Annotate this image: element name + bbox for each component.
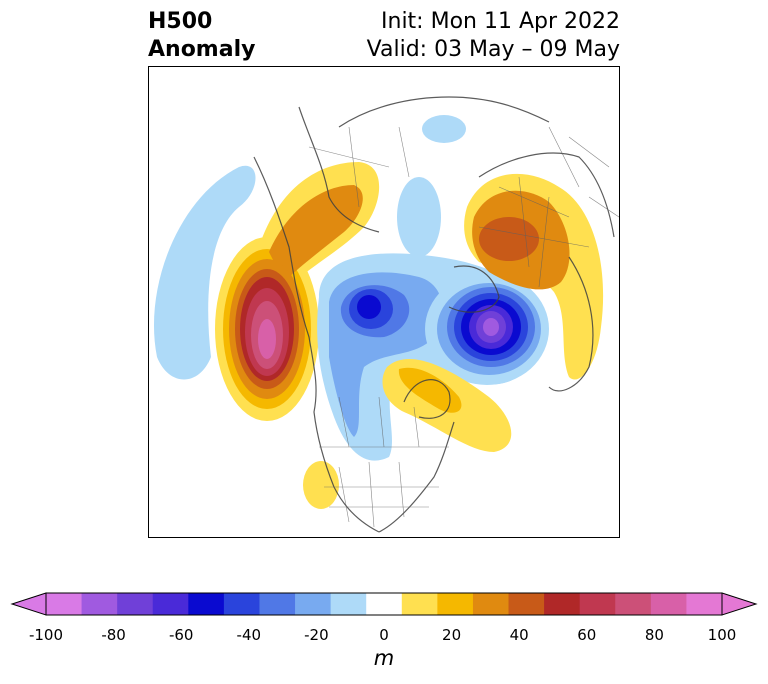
colorbar-swatch bbox=[117, 593, 154, 615]
anomaly-ridge-arm-orange bbox=[269, 185, 363, 282]
colorbar-tick-label: 20 bbox=[442, 626, 462, 644]
anomaly-europe-ridge-core bbox=[479, 217, 539, 261]
colorbar-tick-label: 40 bbox=[509, 626, 529, 644]
border-russia-interior bbox=[308, 126, 410, 208]
colorbar-tick-label: -100 bbox=[28, 626, 64, 644]
coastline-siberia bbox=[298, 106, 380, 233]
title-right: Init: Mon 11 Apr 2022 Valid: 03 May – 09… bbox=[367, 8, 620, 64]
anomaly-arctic-light-spot bbox=[422, 115, 466, 143]
coastline-greenland bbox=[448, 265, 500, 313]
coastline-hudson-bay bbox=[403, 379, 451, 419]
anomaly-ridge-layer-8 bbox=[258, 319, 276, 359]
country-borders bbox=[308, 126, 619, 528]
colorbar-swatch bbox=[295, 593, 332, 615]
anomaly-pacific-trough-light bbox=[153, 165, 256, 380]
coastline-north-america-west bbox=[253, 156, 380, 533]
coastline-eurasia-north bbox=[338, 96, 550, 128]
anomaly-north-atlantic-light bbox=[397, 177, 441, 257]
colorbar-swatch bbox=[472, 593, 510, 615]
valid-dates: Valid: 03 May – 09 May bbox=[366, 37, 620, 62]
colorbar-swatch bbox=[46, 593, 83, 615]
colorbar-swatch bbox=[686, 593, 723, 615]
border-asia-south bbox=[548, 126, 619, 218]
coastlines bbox=[253, 96, 615, 533]
colorbar-swatch bbox=[437, 593, 474, 615]
colorbar-swatch bbox=[152, 593, 189, 615]
colorbar-tick-label: -60 bbox=[168, 626, 194, 644]
anomaly-map bbox=[148, 66, 620, 538]
border-canada-provinces bbox=[338, 396, 420, 448]
title-left: H500 Anomaly bbox=[148, 8, 255, 64]
colorbar-svg bbox=[10, 592, 758, 616]
colorbar-over-arrow bbox=[721, 592, 758, 616]
colorbar-swatch bbox=[650, 593, 687, 615]
colorbar bbox=[0, 585, 768, 625]
coastline-north-america-east bbox=[378, 421, 455, 533]
colorbar-tick-label: 80 bbox=[644, 626, 664, 644]
title-anomaly: Anomaly bbox=[148, 37, 256, 62]
colorbar-under-arrow bbox=[10, 592, 47, 616]
colorbar-tick-label: 60 bbox=[577, 626, 597, 644]
colorbar-swatch bbox=[508, 593, 545, 615]
colorbar-tick-label: -40 bbox=[236, 626, 262, 644]
coastline-europe-south bbox=[548, 256, 594, 392]
anomaly-siberia-trough-layer-8 bbox=[483, 318, 499, 336]
colorbar-swatch bbox=[259, 593, 296, 615]
anomaly-labrador-ridge-orange bbox=[398, 367, 462, 413]
coastline-europe-north bbox=[478, 152, 615, 238]
anomaly-southwest-us-ridge bbox=[303, 461, 339, 509]
border-europe bbox=[478, 176, 590, 288]
colorbar-swatch bbox=[401, 593, 438, 615]
colorbar-tick-label: -80 bbox=[101, 626, 126, 644]
colorbar-tick-label: -20 bbox=[304, 626, 329, 644]
colorbar-swatch bbox=[615, 593, 652, 615]
colorbar-swatch bbox=[544, 593, 581, 615]
colorbar-tick-label: 100 bbox=[707, 626, 737, 644]
map-svg bbox=[153, 96, 619, 533]
colorbar-swatch bbox=[330, 593, 367, 615]
colorbar-tick-label: 0 bbox=[379, 626, 389, 644]
colorbar-swatch bbox=[366, 593, 403, 615]
anomaly-arctic-trough-core-b bbox=[357, 295, 381, 319]
colorbar-swatch bbox=[223, 593, 260, 615]
colorbar-swatch bbox=[579, 593, 616, 615]
colorbar-swatch bbox=[188, 593, 225, 615]
colorbar-frame bbox=[45, 592, 723, 616]
title-variable: H500 bbox=[148, 9, 213, 34]
colorbar-units: m bbox=[373, 646, 395, 670]
init-date: Init: Mon 11 Apr 2022 bbox=[381, 9, 620, 34]
border-us-states bbox=[324, 461, 439, 528]
colorbar-swatch bbox=[81, 593, 118, 615]
